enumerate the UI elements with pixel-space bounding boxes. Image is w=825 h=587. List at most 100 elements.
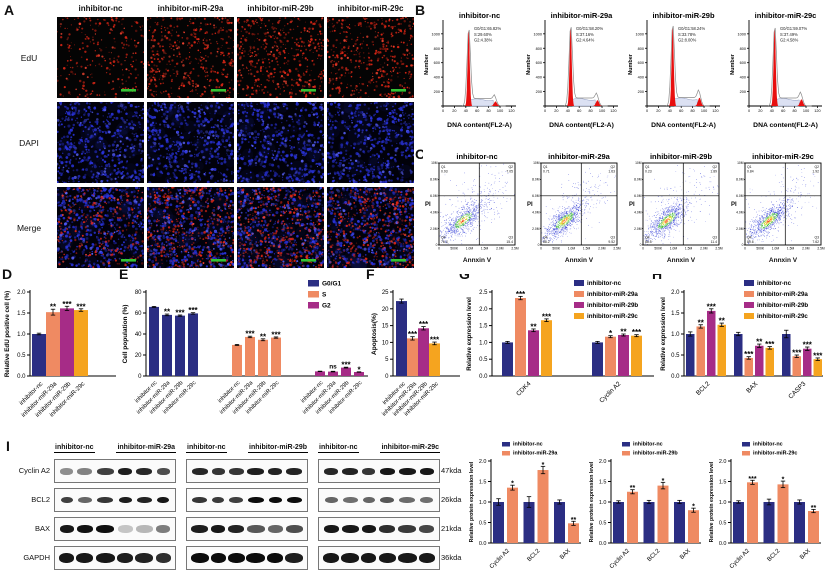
column-header-inhibitor-mir29a: inhibitor-miR-29a xyxy=(157,4,224,13)
svg-text:200: 200 xyxy=(638,90,644,94)
svg-text:1.5: 1.5 xyxy=(599,480,607,486)
svg-text:600: 600 xyxy=(740,61,746,65)
svg-text:Relative protein expression le: Relative protein expression level xyxy=(709,461,715,542)
svg-text:*: * xyxy=(692,504,695,511)
blot-kda-label-26: 26kda xyxy=(441,495,462,504)
protein-band xyxy=(246,553,266,563)
svg-text:0: 0 xyxy=(138,374,142,380)
svg-text:15: 15 xyxy=(382,324,389,330)
svg-text:120: 120 xyxy=(814,109,820,113)
svg-text:0: 0 xyxy=(646,109,648,113)
protein-band xyxy=(380,496,395,504)
protein-band xyxy=(247,496,264,504)
protein-band xyxy=(228,525,245,533)
protein-band xyxy=(324,496,338,504)
svg-text:25: 25 xyxy=(382,290,389,296)
protein-band xyxy=(397,553,417,563)
svg-text:100: 100 xyxy=(701,109,707,113)
panel-g-bar-chart: 0.0 0.5 1.0 1.5 2.0 2.5 Relative expression le… xyxy=(466,280,654,405)
protein-band xyxy=(285,553,304,563)
svg-text:0.5: 0.5 xyxy=(671,353,680,359)
protein-band xyxy=(192,496,208,504)
svg-text:800: 800 xyxy=(638,47,644,51)
svg-text:2.0: 2.0 xyxy=(719,459,727,465)
svg-text:***: *** xyxy=(408,330,418,339)
svg-text:Cyclin A2: Cyclin A2 xyxy=(489,548,511,570)
svg-text:S:37.49%: S:37.49% xyxy=(780,32,798,37)
protein-band xyxy=(378,553,396,563)
svg-text:2.0: 2.0 xyxy=(479,307,488,313)
blot-protein-label-gapdh: GAPDH xyxy=(23,553,50,562)
svg-text:0.5: 0.5 xyxy=(479,357,488,363)
svg-text:**: ** xyxy=(164,308,171,317)
svg-text:40: 40 xyxy=(770,109,774,113)
svg-text:400: 400 xyxy=(740,76,746,80)
protein-band xyxy=(97,496,114,504)
fluorescence-tile-dapi-nc xyxy=(57,102,144,183)
svg-text:CASP3: CASP3 xyxy=(787,380,807,400)
svg-text:20: 20 xyxy=(382,307,389,313)
svg-text:inhibitor-miR-29c: inhibitor-miR-29c xyxy=(757,313,808,320)
protein-band xyxy=(285,525,303,533)
svg-text:*: * xyxy=(662,478,665,485)
protein-band xyxy=(267,525,283,533)
panel-letter-g: G xyxy=(459,266,470,282)
apoptosis-scatter-29b xyxy=(627,150,723,274)
svg-text:40: 40 xyxy=(135,332,142,338)
svg-text:***: *** xyxy=(175,308,185,317)
svg-text:80: 80 xyxy=(793,109,797,113)
fluorescence-tile-edu-29b xyxy=(237,17,324,98)
svg-text:***: *** xyxy=(419,320,429,329)
svg-text:CDK4: CDK4 xyxy=(515,380,532,397)
panel-letter-i: I xyxy=(6,438,10,454)
fluorescence-tile-dapi-29b xyxy=(237,102,324,183)
svg-text:BCL2: BCL2 xyxy=(695,380,712,397)
blot-lane-box xyxy=(318,546,440,570)
svg-text:**: ** xyxy=(811,505,817,512)
blot-lane-box xyxy=(186,517,308,541)
svg-text:100: 100 xyxy=(599,109,605,113)
svg-text:*: * xyxy=(609,329,613,338)
panel-letter-e: E xyxy=(119,266,129,282)
svg-text:20: 20 xyxy=(135,353,142,359)
svg-text:*: * xyxy=(511,481,514,488)
svg-text:100: 100 xyxy=(497,109,503,113)
blot-treatment-label: inhibitor-miR-29b xyxy=(248,444,308,453)
panel-letter-a: A xyxy=(4,2,15,18)
column-header-inhibitor-mir29b: inhibitor-miR-29b xyxy=(247,4,314,13)
protein-band xyxy=(379,467,395,475)
svg-text:20: 20 xyxy=(554,109,558,113)
panel-letter-b: B xyxy=(415,2,426,18)
svg-text:Relative expression level: Relative expression level xyxy=(466,297,473,371)
panel-d-bar-chart: 0.0 0.5 1.0 1.5 2.0 Relative EdU positive cel… xyxy=(4,290,116,419)
svg-text:inhibitor-miR-29c: inhibitor-miR-29c xyxy=(753,451,797,457)
protein-band xyxy=(96,467,114,475)
svg-text:Cyclin A2: Cyclin A2 xyxy=(609,548,631,570)
svg-text:DNA content(FL2-A): DNA content(FL2-A) xyxy=(753,122,818,129)
svg-text:Relative protein expression le: Relative protein expression level xyxy=(589,461,595,542)
fluorescence-tile-merge-29c xyxy=(327,187,414,268)
svg-text:1000: 1000 xyxy=(738,32,746,36)
svg-text:*: * xyxy=(357,365,361,374)
cell-cycle-histogram-nc: inhibitor-nc 200 400 600 800 1000 0 20 40 60 80 100… xyxy=(424,11,516,129)
svg-text:G0/G1:58.24%: G0/G1:58.24% xyxy=(678,26,705,31)
svg-text:BAX: BAX xyxy=(745,380,760,395)
svg-text:400: 400 xyxy=(638,76,644,80)
protein-band xyxy=(136,467,153,475)
svg-text:Apoptosis(%): Apoptosis(%) xyxy=(371,313,378,355)
panel-letter-f: F xyxy=(366,266,375,282)
svg-text:inhibitor-miR-29a: inhibitor-miR-29a xyxy=(513,451,558,457)
svg-text:40: 40 xyxy=(668,109,672,113)
svg-text:inhibitor-nc: inhibitor-nc xyxy=(633,442,663,448)
protein-band xyxy=(361,553,377,563)
svg-text:inhibitor-nc: inhibitor-nc xyxy=(587,280,622,287)
protein-band xyxy=(211,467,225,475)
svg-text:inhibitor-miR-29a: inhibitor-miR-29a xyxy=(757,291,808,298)
svg-text:1.0: 1.0 xyxy=(599,500,607,506)
svg-text:***: *** xyxy=(516,290,526,299)
panel-i-bar-chart-29a: 0.0 0.5 1.0 1.5 2.0 Relative protein expressi… xyxy=(469,442,581,570)
protein-band xyxy=(118,467,133,475)
svg-text:G2:4.58%: G2:4.58% xyxy=(780,38,799,43)
protein-band xyxy=(117,553,134,563)
